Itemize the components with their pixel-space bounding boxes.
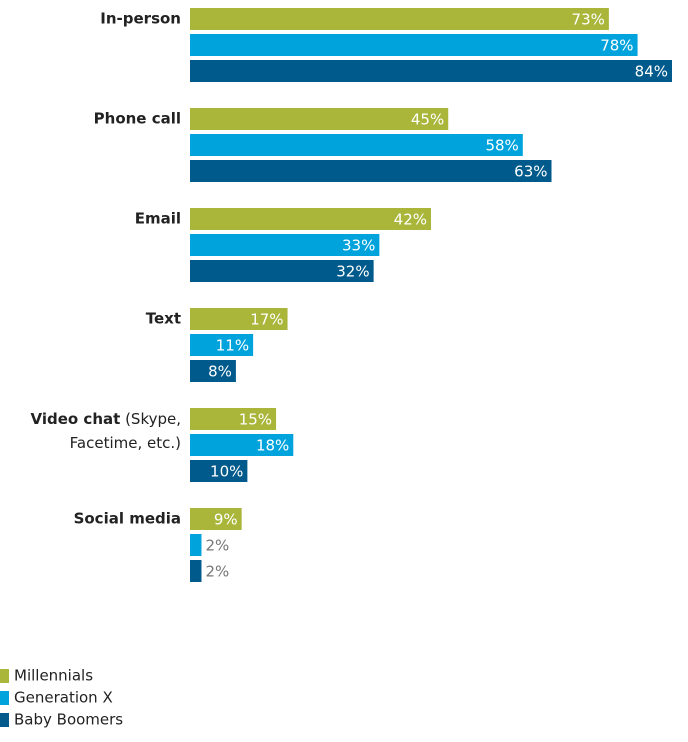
value-label: 8% (208, 363, 232, 381)
bar (190, 560, 202, 582)
legend-label: Generation X (14, 689, 113, 707)
bar (190, 134, 523, 156)
legend-swatch (0, 669, 9, 683)
value-label: 42% (394, 211, 427, 229)
bar (190, 408, 277, 430)
legend-label: Millennials (14, 667, 93, 685)
legend-swatch (0, 713, 9, 727)
value-label: 2% (205, 537, 229, 555)
category-label-part: Video chat (31, 410, 121, 428)
value-label: 17% (250, 311, 283, 329)
value-label: 32% (336, 263, 369, 281)
value-label: 2% (205, 563, 229, 581)
bar (190, 360, 236, 382)
category-label: Email (135, 210, 181, 228)
value-label: 84% (635, 63, 668, 81)
bar (190, 34, 638, 56)
value-label: 58% (485, 137, 518, 155)
value-label: 10% (210, 463, 243, 481)
value-label: 15% (239, 411, 272, 429)
value-label: 73% (572, 11, 605, 29)
value-label: 78% (600, 37, 633, 55)
category-label: Social media (74, 510, 181, 528)
category-label-part: Facetime, etc.) (70, 434, 181, 452)
bar (190, 434, 294, 456)
category-label: Phone call (94, 110, 181, 128)
value-label: 9% (214, 511, 238, 529)
bar (190, 460, 248, 482)
bar (190, 534, 202, 556)
bar (190, 508, 242, 530)
bar (190, 208, 431, 230)
value-label: 63% (514, 163, 547, 181)
bar (190, 308, 288, 330)
value-label: 45% (411, 111, 444, 129)
bar (190, 108, 449, 130)
bar (190, 234, 380, 256)
value-label: 18% (256, 437, 289, 455)
legend-label: Baby Boomers (14, 711, 123, 729)
bar (190, 60, 672, 82)
value-label: 11% (216, 337, 249, 355)
category-label-part: (Skype, (120, 410, 181, 428)
bar (190, 160, 552, 182)
bar (190, 334, 254, 356)
legend-swatch (0, 691, 9, 705)
bar (190, 8, 609, 30)
category-label: Video chat (Skype, Facetime, etc.) (31, 410, 182, 452)
value-label: 33% (342, 237, 375, 255)
category-label: In-person (100, 10, 181, 28)
bar (190, 260, 374, 282)
category-label: Text (146, 310, 181, 328)
